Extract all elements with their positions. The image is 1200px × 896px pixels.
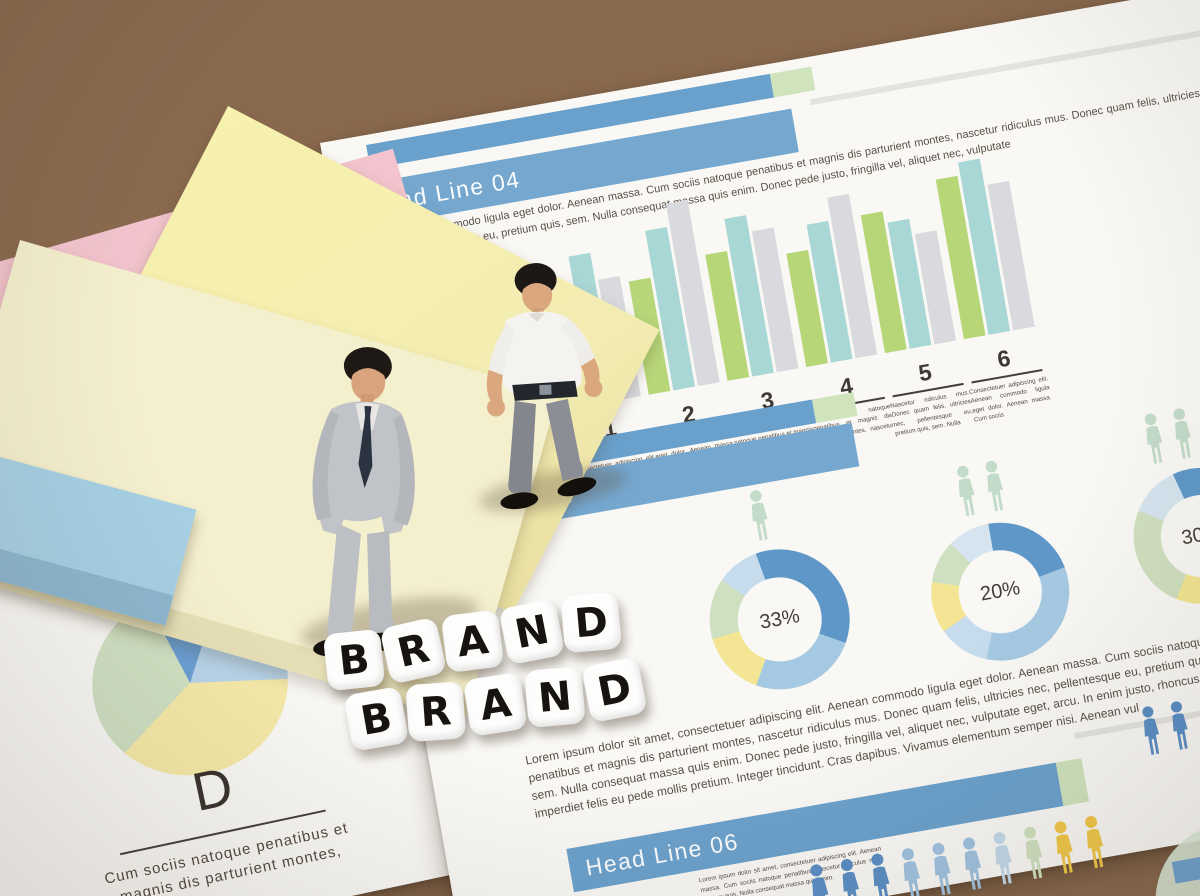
person-icon bbox=[1085, 815, 1104, 869]
person-icon bbox=[957, 465, 975, 517]
donut-chart-33: 33% bbox=[698, 538, 861, 701]
donut-label: 30% bbox=[1154, 488, 1200, 584]
letter-die: B bbox=[343, 686, 410, 753]
numbered-item: 6 Consectetuer adipiscing elit. Aenean co… bbox=[962, 339, 1053, 425]
numbered-item: 5 Nascetur ridiculus mus. Donec quam feli… bbox=[883, 353, 974, 439]
report-sheet-main: Head Line 04 Aenean commodo ligula eget … bbox=[320, 0, 1200, 896]
letter-die: A bbox=[462, 671, 529, 738]
person-icon bbox=[1054, 821, 1073, 874]
person-icon bbox=[932, 842, 951, 896]
letter-die: B bbox=[322, 628, 386, 692]
person-icon bbox=[871, 853, 890, 896]
person-icon bbox=[1142, 706, 1160, 755]
person-icon bbox=[993, 832, 1012, 885]
person-icon bbox=[1173, 408, 1191, 459]
person-icon bbox=[810, 864, 829, 896]
letter-die: D bbox=[581, 656, 648, 724]
donut-chart-20: 20% bbox=[920, 511, 1081, 672]
donut-chart-30: 30% bbox=[1122, 457, 1200, 615]
person-icon bbox=[1170, 701, 1188, 750]
person-icon bbox=[963, 837, 982, 890]
donut-percentage: 20% bbox=[978, 576, 1022, 606]
letter-die: R bbox=[405, 681, 467, 743]
person-icon bbox=[840, 859, 860, 896]
letter-die: N bbox=[524, 666, 586, 728]
map-graphic bbox=[1143, 809, 1200, 896]
people-pictogram-pair bbox=[1135, 699, 1195, 757]
businessman-figurine-white-shirt bbox=[447, 255, 632, 556]
letter-die: A bbox=[440, 609, 505, 674]
donut-percentage: 30% bbox=[1179, 521, 1200, 550]
letter-die: N bbox=[498, 598, 566, 666]
person-icon bbox=[750, 490, 768, 541]
letter-die: R bbox=[379, 616, 448, 685]
person-icon bbox=[1024, 826, 1043, 880]
donut-chart-row: 33% 20% 30% bbox=[320, 0, 1200, 701]
donut-percentage: 33% bbox=[758, 604, 802, 634]
person-icon bbox=[901, 848, 921, 896]
figurine-graphic bbox=[486, 263, 603, 510]
figurine-graphic bbox=[312, 347, 415, 657]
businessman-figurine-gray-suit bbox=[262, 335, 464, 676]
donut-label: 20% bbox=[952, 543, 1049, 640]
person-icon bbox=[1144, 413, 1163, 464]
people-pictogram-group bbox=[743, 488, 776, 543]
item-text: Consectetuer adipiscing elit. Aenean com… bbox=[968, 375, 1052, 424]
donut-label: 33% bbox=[731, 570, 829, 669]
person-icon bbox=[985, 460, 1004, 512]
people-pictogram-row bbox=[803, 813, 1112, 896]
people-pictogram-group bbox=[1138, 402, 1200, 466]
letter-die: D bbox=[560, 591, 623, 654]
people-pictogram-group bbox=[950, 458, 1011, 518]
